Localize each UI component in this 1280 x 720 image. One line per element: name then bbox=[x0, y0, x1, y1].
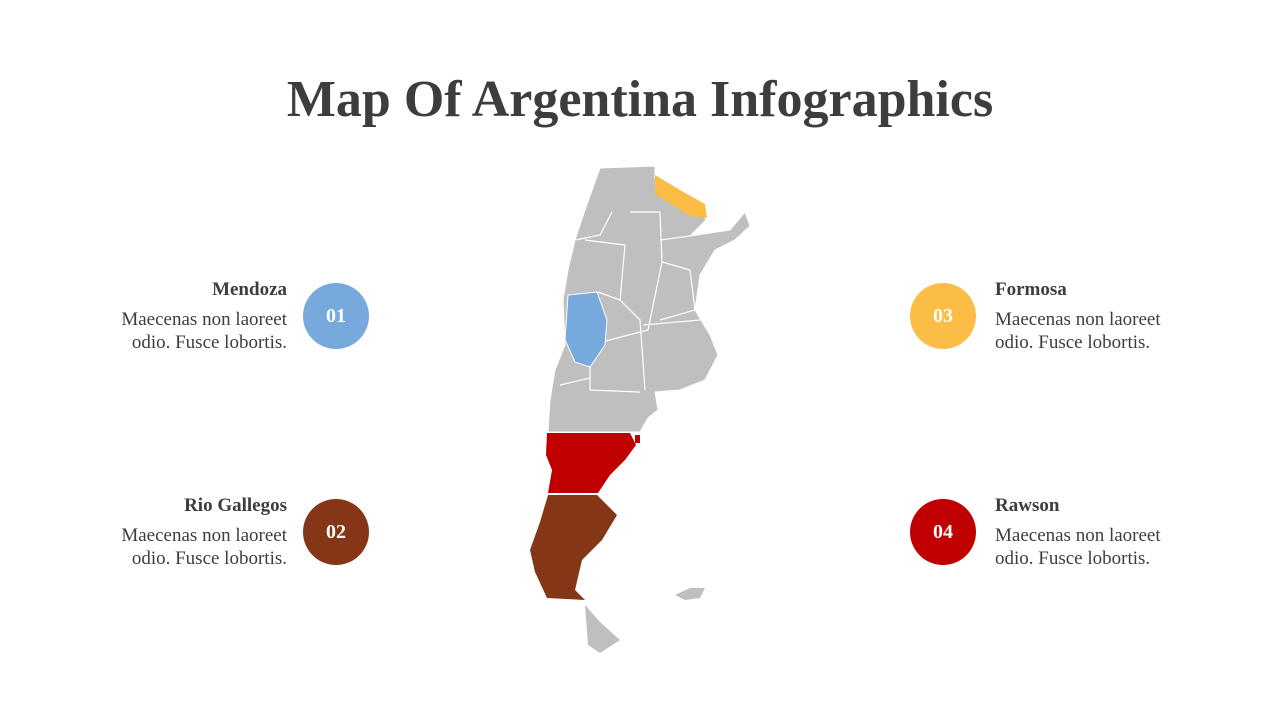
item-text: Maecenas non laoreet odio. Fusce loborti… bbox=[995, 309, 1161, 353]
province-borders bbox=[559, 211, 701, 393]
formosa-region bbox=[655, 175, 707, 218]
title: Map Of Argentina Infographics bbox=[286, 71, 994, 128]
mendoza-region bbox=[564, 291, 608, 368]
info-block: Rio Gallegos Maecenas non laoreet odio. F… bbox=[87, 494, 287, 570]
item-name: Rawson bbox=[995, 495, 1060, 516]
santa-cruz-region bbox=[530, 495, 617, 600]
item-name: Mendoza bbox=[212, 279, 287, 300]
item-text: Maecenas non laoreet odio. Fusce loborti… bbox=[121, 309, 287, 353]
number-badge: 03 bbox=[910, 283, 976, 349]
item-text: Maecenas non laoreet odio. Fusce loborti… bbox=[121, 525, 287, 569]
item-name: Formosa bbox=[995, 279, 1067, 300]
item-name: Rio Gallegos bbox=[184, 495, 287, 516]
number-badge: 04 bbox=[910, 499, 976, 565]
info-block: Formosa Maecenas non laoreet odio. Fusce … bbox=[995, 278, 1195, 354]
info-block: Mendoza Maecenas non laoreet odio. Fusce … bbox=[87, 278, 287, 354]
chubut-islet bbox=[635, 435, 640, 443]
number-badge: 01 bbox=[303, 283, 369, 349]
number-badge: 02 bbox=[303, 499, 369, 565]
chubut-region bbox=[546, 433, 636, 493]
info-block: Rawson Maecenas non laoreet odio. Fusce l… bbox=[995, 494, 1195, 570]
item-text: Maecenas non laoreet odio. Fusce loborti… bbox=[995, 525, 1161, 569]
islands bbox=[675, 588, 705, 600]
tierra-del-fuego bbox=[585, 605, 620, 653]
